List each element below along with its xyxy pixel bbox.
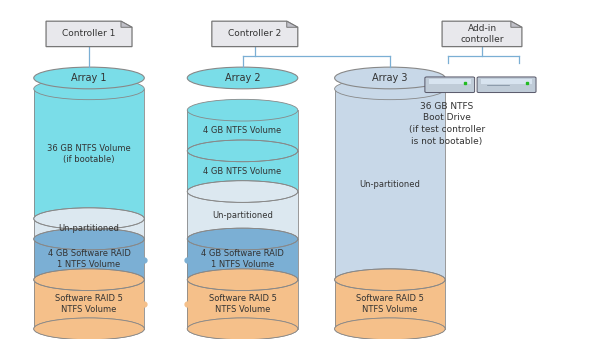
Text: Array 2: Array 2 xyxy=(225,73,260,83)
Bar xyxy=(335,280,445,329)
Text: Un-partitioned: Un-partitioned xyxy=(212,211,273,220)
Ellipse shape xyxy=(187,228,298,250)
Bar xyxy=(34,219,144,239)
Bar xyxy=(187,110,298,151)
Text: 4 GB Software RAID
1 NTFS Volume: 4 GB Software RAID 1 NTFS Volume xyxy=(201,249,284,270)
Ellipse shape xyxy=(34,269,144,291)
Ellipse shape xyxy=(34,67,144,89)
Ellipse shape xyxy=(187,99,298,121)
Text: Array 1: Array 1 xyxy=(71,73,107,83)
Bar xyxy=(429,79,471,84)
Text: Controller 2: Controller 2 xyxy=(228,29,281,38)
Polygon shape xyxy=(287,21,298,27)
Text: Controller 1: Controller 1 xyxy=(63,29,115,38)
Ellipse shape xyxy=(34,208,144,230)
Ellipse shape xyxy=(187,269,298,291)
Ellipse shape xyxy=(335,78,445,100)
Text: Software RAID 5
NTFS Volume: Software RAID 5 NTFS Volume xyxy=(55,294,123,314)
Ellipse shape xyxy=(187,67,298,89)
Text: 4 GB Software RAID
1 NTFS Volume: 4 GB Software RAID 1 NTFS Volume xyxy=(48,249,130,270)
Bar xyxy=(34,280,144,329)
Polygon shape xyxy=(212,21,298,47)
Ellipse shape xyxy=(335,67,445,89)
Bar xyxy=(187,239,298,280)
Ellipse shape xyxy=(187,318,298,339)
Polygon shape xyxy=(511,21,522,27)
Bar xyxy=(481,79,532,84)
Text: Un-partitioned: Un-partitioned xyxy=(359,180,421,189)
Text: 36 GB NTFS
Boot Drive
(if test controller
is not bootable): 36 GB NTFS Boot Drive (if test controlle… xyxy=(409,102,485,146)
Text: 4 GB NTFS Volume: 4 GB NTFS Volume xyxy=(203,167,282,176)
Ellipse shape xyxy=(34,318,144,339)
Ellipse shape xyxy=(187,140,298,162)
FancyBboxPatch shape xyxy=(477,77,536,93)
Ellipse shape xyxy=(34,228,144,250)
Text: Software RAID 5
NTFS Volume: Software RAID 5 NTFS Volume xyxy=(356,294,424,314)
Text: Software RAID 5
NTFS Volume: Software RAID 5 NTFS Volume xyxy=(209,294,276,314)
Bar xyxy=(187,192,298,239)
Ellipse shape xyxy=(335,269,445,291)
Bar xyxy=(187,151,298,192)
Polygon shape xyxy=(442,21,522,47)
Text: Add-in
controller: Add-in controller xyxy=(460,24,503,44)
Text: Array 3: Array 3 xyxy=(372,73,408,83)
Bar xyxy=(34,89,144,219)
FancyBboxPatch shape xyxy=(425,77,475,93)
Text: 4 GB NTFS Volume: 4 GB NTFS Volume xyxy=(203,126,282,135)
Bar xyxy=(187,280,298,329)
Bar xyxy=(34,239,144,280)
Text: Un-partitioned: Un-partitioned xyxy=(58,224,120,233)
Polygon shape xyxy=(46,21,132,47)
Text: 36 GB NTFS Volume
(if bootable): 36 GB NTFS Volume (if bootable) xyxy=(47,144,131,164)
Ellipse shape xyxy=(187,181,298,202)
Ellipse shape xyxy=(335,318,445,339)
Ellipse shape xyxy=(34,78,144,100)
Polygon shape xyxy=(121,21,132,27)
Bar xyxy=(335,89,445,280)
